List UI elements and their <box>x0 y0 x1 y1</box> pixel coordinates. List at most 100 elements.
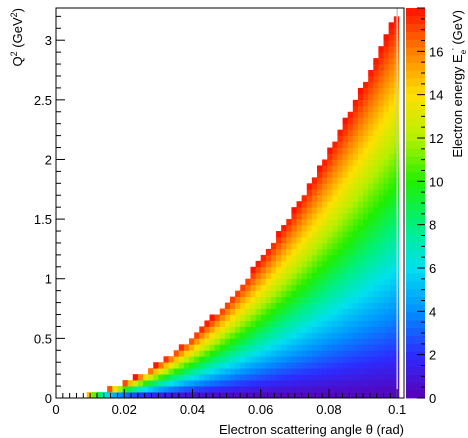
heatmap-cell <box>357 248 364 256</box>
heatmap-cell <box>230 308 236 315</box>
heatmap-cell <box>322 332 328 339</box>
heatmap-cell <box>260 314 267 321</box>
heatmap-cell <box>270 362 277 369</box>
heatmap-cell <box>337 141 343 148</box>
heatmap-cell <box>357 93 364 101</box>
heatmap-cell <box>357 380 364 387</box>
heatmap-cell <box>276 302 282 309</box>
heatmap-cell <box>327 213 333 220</box>
heatmap-cell <box>337 231 343 238</box>
heatmap-cell <box>245 308 251 315</box>
heatmap-cell <box>363 296 369 303</box>
heatmap-cell <box>311 350 318 357</box>
heatmap-cell <box>383 99 390 107</box>
colorbar-segment <box>406 327 425 336</box>
heatmap-cell <box>235 314 241 321</box>
heatmap-cell <box>327 332 333 339</box>
heatmap-cell <box>265 344 272 351</box>
heatmap-cell <box>327 386 333 393</box>
heatmap-cell <box>322 213 328 220</box>
heatmap-cell <box>240 350 246 357</box>
heatmap-cell <box>337 362 343 369</box>
heatmap-cell <box>363 177 369 184</box>
heatmap-cell <box>260 278 267 286</box>
heatmap-cell <box>327 320 333 327</box>
heatmap-cell <box>281 242 287 250</box>
heatmap-cell <box>235 290 241 298</box>
heatmap-cell <box>281 374 287 381</box>
heatmap-cell <box>342 231 349 238</box>
heatmap-cell <box>291 386 297 393</box>
heatmap-cell <box>342 380 349 387</box>
heatmap-cell <box>122 386 129 393</box>
heatmap-cell <box>332 159 338 166</box>
heatmap-cell <box>342 362 349 369</box>
heatmap-cell <box>306 254 313 262</box>
heatmap-cell <box>368 380 374 387</box>
heatmap-cell <box>209 368 216 375</box>
heatmap-cell <box>311 219 318 226</box>
heatmap-cell <box>153 380 159 387</box>
colorbar-segment <box>406 312 425 321</box>
heatmap-cell <box>255 284 262 292</box>
heatmap-cell <box>368 87 374 95</box>
heatmap-cell <box>373 141 379 148</box>
heatmap-cell <box>306 183 313 190</box>
heatmap-cell <box>337 338 343 345</box>
heatmap-cell <box>347 332 354 339</box>
heatmap-cell <box>250 314 256 321</box>
heatmap-cell <box>276 362 282 369</box>
heatmap-cell <box>173 380 180 387</box>
heatmap-cell <box>317 225 323 232</box>
heatmap-cell <box>337 189 343 196</box>
heatmap-cell <box>301 308 308 315</box>
heatmap-cell <box>352 105 359 113</box>
heatmap-cell <box>327 362 333 369</box>
colorbar-title: Electron energy Ee' (GeV) <box>450 10 468 158</box>
heatmap-cell <box>276 242 282 250</box>
heatmap-cell <box>373 105 379 113</box>
heatmap-cell <box>317 326 323 333</box>
heatmap-cell <box>342 147 349 154</box>
heatmap-cell <box>332 338 338 345</box>
heatmap-cell <box>383 332 390 339</box>
heatmap-cell <box>317 183 323 190</box>
heatmap-cell <box>199 332 205 339</box>
heatmap-cell <box>270 332 277 339</box>
heatmap-cell <box>373 344 379 351</box>
heatmap-cell <box>368 332 374 339</box>
heatmap-cell <box>276 386 282 393</box>
heatmap-cell <box>281 380 287 387</box>
heatmap-cell <box>378 320 384 327</box>
heatmap-cell <box>368 326 374 333</box>
heatmap-cell <box>363 302 369 309</box>
heatmap-cell <box>281 272 287 280</box>
heatmap-cell <box>322 338 328 345</box>
heatmap-cell <box>368 260 374 268</box>
heatmap-cell <box>342 177 349 184</box>
heatmap-cell <box>388 254 395 262</box>
heatmap-cell <box>342 260 349 268</box>
heatmap-cell <box>281 392 287 399</box>
heatmap-cell <box>260 380 267 387</box>
heatmap-cell <box>204 356 210 363</box>
heatmap-cell <box>296 219 303 226</box>
heatmap-cell <box>189 374 195 381</box>
heatmap-cell <box>347 338 354 345</box>
y-axis: 0 0.5 1 1.5 2 2.5 3 <box>34 15 65 406</box>
heatmap-cell <box>317 392 323 399</box>
heatmap-cell <box>383 147 390 154</box>
heatmap-cell <box>276 266 282 274</box>
heatmap-cell <box>332 147 338 154</box>
heatmap-cell <box>383 260 390 268</box>
heatmap-cell <box>281 266 287 274</box>
heatmap-cell <box>368 189 374 196</box>
heatmap-cell <box>388 141 395 148</box>
heatmap-cell <box>245 296 251 303</box>
heatmap-cell <box>214 380 221 387</box>
heatmap-cell <box>301 242 308 250</box>
heatmap-cell <box>199 326 205 333</box>
heatmap-cell <box>337 380 343 387</box>
heatmap-cell <box>357 362 364 369</box>
colorbar-tick-label: 8 <box>429 218 436 233</box>
